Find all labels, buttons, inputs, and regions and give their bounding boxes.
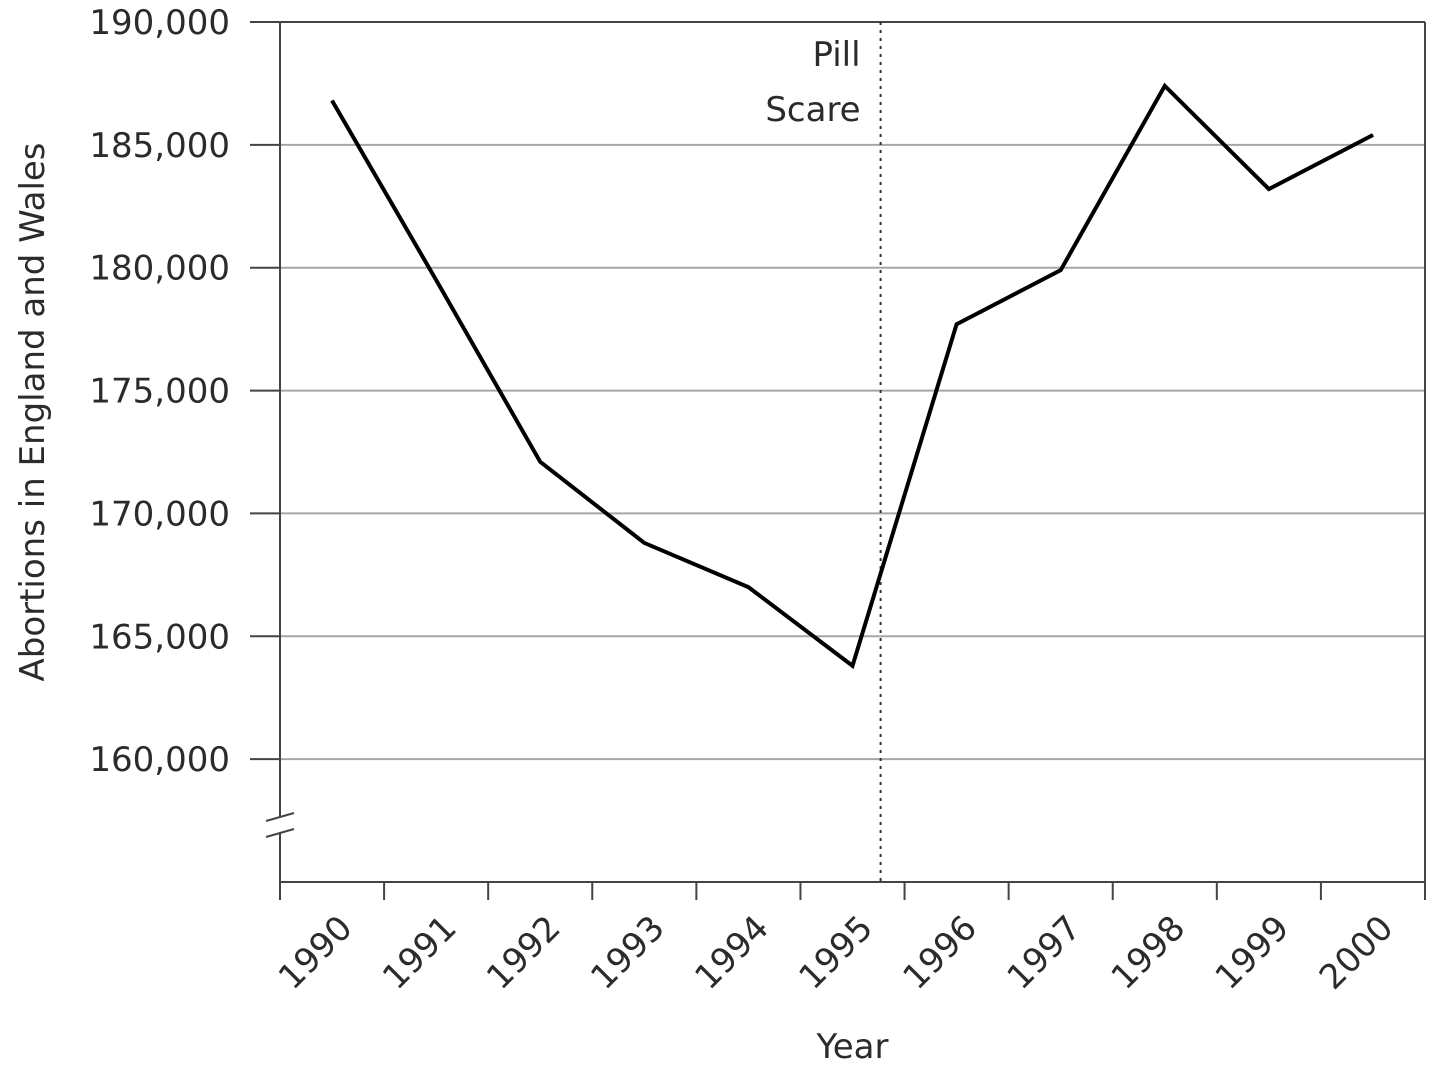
axis-break-mark — [265, 812, 295, 822]
x-axis-title: Year — [816, 1027, 889, 1067]
series-group — [330, 82, 1374, 670]
data-point — [1164, 85, 1166, 87]
annotation-label: Scare — [765, 90, 860, 130]
x-tick-label: 1990 — [271, 908, 360, 997]
axis-titles: Year Abortions in England and Wales — [13, 142, 889, 1067]
data-point — [435, 279, 437, 281]
data-point — [539, 461, 541, 463]
pill-scare-marker: Pill Scare — [765, 22, 882, 882]
y-tick-label: 165,000 — [89, 617, 230, 657]
x-tick-label: 2000 — [1312, 908, 1401, 997]
x-axis-ticks: 1990 1991 1992 1993 1994 1995 1996 1997 1998 1999… — [271, 882, 1426, 998]
x-tick-label: 1995 — [791, 908, 880, 997]
data-point — [643, 542, 645, 544]
plot-frame — [265, 21, 1426, 883]
y-tick-label: 160,000 — [89, 740, 230, 780]
x-tick-label: 1993 — [583, 908, 672, 997]
data-point — [331, 100, 333, 102]
series-line — [330, 82, 1374, 670]
data-point — [1060, 269, 1062, 271]
y-tick-label: 170,000 — [89, 494, 230, 534]
x-tick-label: 1991 — [375, 908, 464, 997]
x-tick-label: 1994 — [687, 908, 776, 997]
data-point — [1268, 188, 1270, 190]
x-tick-label: 1996 — [895, 908, 984, 997]
data-point — [1372, 134, 1374, 136]
y-tick-label: 180,000 — [89, 249, 230, 289]
y-axis-title: Abortions in England and Wales — [13, 142, 53, 681]
annotation-label: Pill — [812, 35, 860, 75]
x-tick-label: 1997 — [1000, 908, 1089, 997]
axis-break-mark — [265, 828, 295, 838]
y-tick-label: 175,000 — [89, 372, 230, 412]
y-tick-label: 190,000 — [89, 3, 230, 43]
y-tick-label: 185,000 — [89, 126, 230, 166]
data-point — [852, 665, 853, 667]
x-tick-label: 1998 — [1104, 908, 1193, 997]
gridlines — [280, 143, 1425, 761]
y-axis-ticks: 160,000 165,000 170,000 175,000 180,000 185,0… — [89, 3, 280, 780]
data-point — [747, 586, 749, 588]
data-point — [956, 323, 958, 325]
x-tick-label: 1999 — [1208, 908, 1297, 997]
x-tick-label: 1992 — [479, 908, 568, 997]
